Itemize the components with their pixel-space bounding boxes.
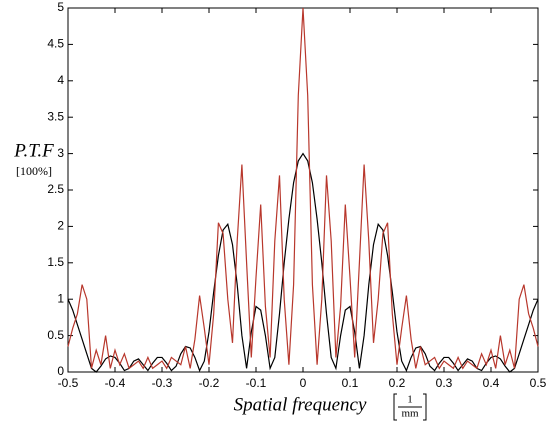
data-line — [67, 152, 539, 373]
y-tick-label: 1.5 — [47, 255, 64, 269]
y-tick-label: 3 — [57, 146, 64, 160]
y-unit: [100%] — [16, 164, 52, 178]
x-label: Spatial frequency — [234, 394, 367, 415]
x-tick-label: -0.4 — [105, 376, 126, 390]
y-tick-label: 2 — [57, 219, 64, 233]
y-tick-label: 3.5 — [47, 109, 64, 123]
x-unit: 1 mm — [393, 393, 427, 421]
unit-denominator: mm — [401, 408, 419, 420]
y-tick-label: 1 — [57, 291, 64, 305]
y-tick-label: 0 — [57, 364, 64, 378]
x-tick-label: -0.1 — [246, 376, 267, 390]
x-tick-label: 0.5 — [530, 376, 547, 390]
y-tick-label: 0.5 — [47, 328, 64, 342]
x-tick-label: 0.1 — [342, 376, 359, 390]
x-tick-label: 0 — [300, 376, 307, 390]
y-label: P.T.F — [13, 140, 54, 161]
plot-frame — [67, 7, 539, 373]
x-tick-label: 0.3 — [436, 376, 453, 390]
unit-numerator: 1 — [407, 394, 413, 406]
x-tick-label: -0.3 — [152, 376, 173, 390]
x-tick-label: -0.2 — [199, 376, 220, 390]
x-tick-label: 0.2 — [389, 376, 406, 390]
data-line — [67, 7, 539, 370]
x-tick-label: 0.4 — [483, 376, 500, 390]
y-tick-label: 2.5 — [47, 182, 64, 196]
unit-bracket — [393, 393, 427, 421]
y-tick-label: 5 — [57, 0, 64, 14]
y-tick-label: 4 — [57, 73, 64, 87]
y-tick-label: 4.5 — [47, 37, 64, 51]
x-tick-label: -0.5 — [58, 376, 79, 390]
